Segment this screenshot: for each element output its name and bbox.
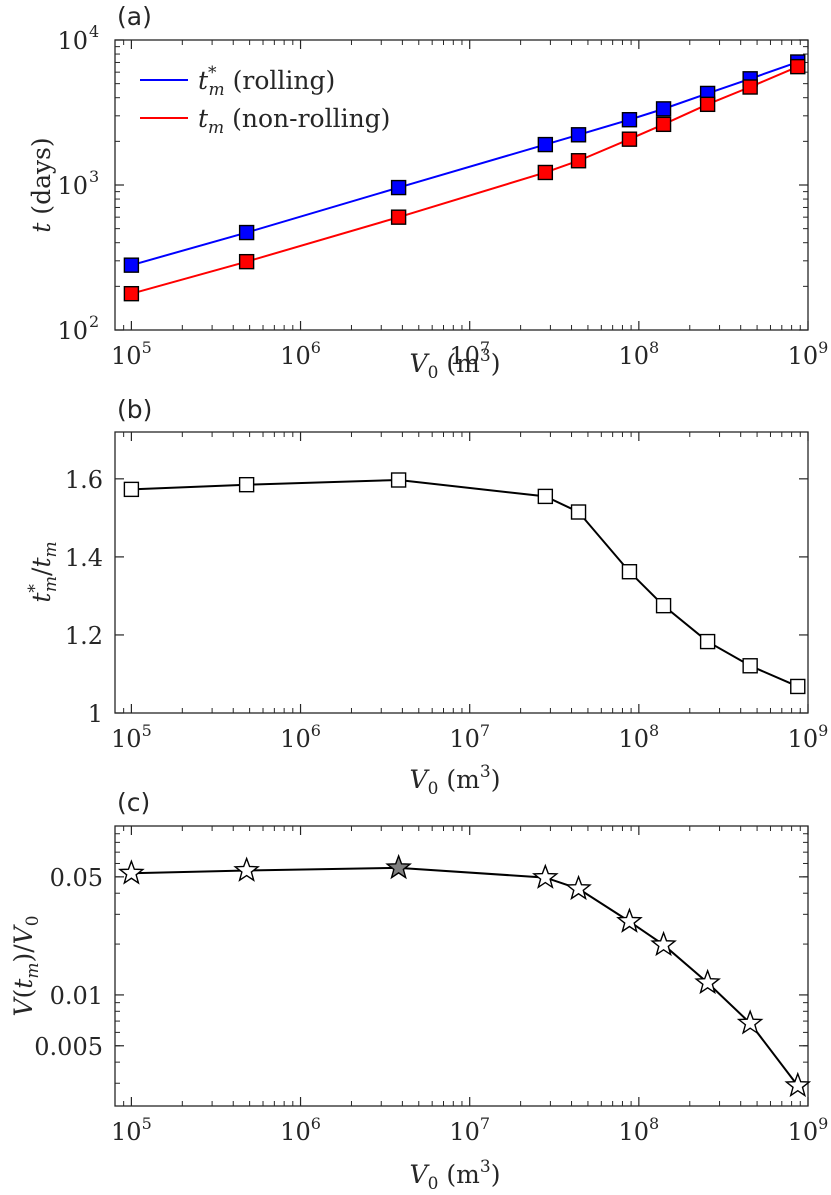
data-point (655, 116, 672, 133)
data-point (537, 136, 554, 153)
data-point (621, 564, 638, 580)
data-point (390, 209, 407, 225)
panel-label: (c) (117, 788, 150, 817)
x-tick-label: 105 (111, 1114, 152, 1146)
y-tick-label: 0.005 (34, 1033, 103, 1061)
data-point (699, 633, 716, 650)
data-point (655, 101, 672, 117)
data-point (699, 96, 716, 113)
legend: t* m (rolling) tm (non-rolling) (140, 63, 390, 138)
y-tick-label: 1.6 (65, 466, 103, 494)
data-point (233, 856, 260, 882)
x-axis-label: V0 (m3) (410, 762, 501, 799)
x-tick-label: 106 (280, 721, 321, 753)
y-tick-label-exponent: 2 (89, 312, 99, 331)
data-point (118, 859, 145, 885)
series-volume-fraction (118, 853, 812, 1098)
y-tick-label: 1.4 (65, 544, 103, 572)
x-tick-label: 109 (788, 1114, 829, 1146)
data-point (790, 58, 806, 75)
x-tick-label: 108 (618, 721, 659, 753)
y-tick-label: 1.2 (65, 622, 103, 650)
panel-label: (a) (117, 2, 152, 31)
y-tick-label: 0.05 (50, 864, 103, 892)
x-tick-label: 109 (788, 338, 829, 370)
panel-label: (b) (117, 395, 152, 424)
minor-ticks (114, 40, 808, 330)
series-line (131, 866, 799, 1087)
data-point (742, 658, 758, 674)
x-tick-label: 107 (449, 721, 490, 753)
y-tick-label: 10 (57, 27, 88, 55)
data-point (238, 476, 255, 493)
x-tick-label: 108 (618, 338, 659, 370)
panel-b: (b) 105 106 107 108 109 1 1.2 1.4 1.6 V0 (m3) t*m/t… (25, 395, 828, 799)
legend-entry: tm (non-rolling) (198, 104, 390, 138)
data-point (621, 112, 638, 128)
y-tick-label: 1 (88, 700, 103, 728)
legend-entry: t* m (rolling) (198, 63, 335, 100)
data-point (570, 153, 587, 169)
x-tick-label: 106 (280, 1114, 321, 1146)
y-axis-label: t (days) (27, 137, 56, 232)
y-axis-label: V(tm)/V0 (9, 915, 43, 1016)
x-tick-label: 105 (111, 338, 152, 370)
data-point (537, 488, 554, 505)
data-point (123, 481, 140, 498)
data-point (655, 597, 672, 614)
minor-ticks (114, 432, 801, 713)
data-point (570, 504, 587, 520)
x-tick-label: 107 (449, 338, 490, 370)
series-ratio (123, 472, 806, 695)
x-tick-label: 105 (111, 721, 152, 753)
axes-box (114, 825, 809, 1107)
data-point (238, 253, 255, 270)
x-tick-label: 106 (280, 338, 321, 370)
data-point (238, 224, 255, 241)
y-tick-label: 10 (57, 172, 88, 200)
series-line (131, 61, 799, 267)
x-tick-label: 107 (449, 1114, 490, 1146)
y-tick-label-exponent: 4 (89, 22, 99, 41)
y-tick-label: 0.01 (50, 982, 103, 1010)
axes-box (114, 39, 809, 331)
minor-ticks (114, 826, 808, 1106)
x-axis-label: V0 (m3) (410, 1157, 501, 1194)
data-point (531, 863, 559, 889)
data-point (694, 968, 721, 995)
panel-c: (c) 105 106 107 108 109 0.005 0.01 0.05 V0 (m3) V(… (9, 788, 828, 1194)
data-point (736, 1009, 764, 1035)
data-point (790, 678, 806, 695)
data-point (565, 874, 592, 901)
x-axis-label: V0 (m3) (410, 346, 501, 383)
data-point (570, 127, 587, 143)
data-point (390, 472, 407, 488)
data-point (616, 907, 643, 933)
data-point (537, 164, 554, 181)
y-axis-label: t*m/tm (25, 541, 61, 602)
y-tick-label-exponent: 3 (89, 167, 99, 186)
data-point (390, 179, 407, 196)
y-tick-label: 10 (57, 317, 88, 345)
data-point (621, 131, 638, 147)
series-line (131, 65, 799, 295)
data-point (784, 1071, 812, 1098)
data-point (123, 257, 140, 273)
series-line (131, 478, 799, 688)
series-non-rolling (123, 58, 806, 302)
data-point (385, 853, 412, 880)
data-point (742, 79, 758, 95)
data-point (650, 930, 677, 957)
x-tick-label: 108 (618, 1114, 659, 1146)
axes-box (114, 431, 809, 714)
x-tick-label: 109 (788, 721, 829, 753)
data-point (123, 285, 140, 302)
